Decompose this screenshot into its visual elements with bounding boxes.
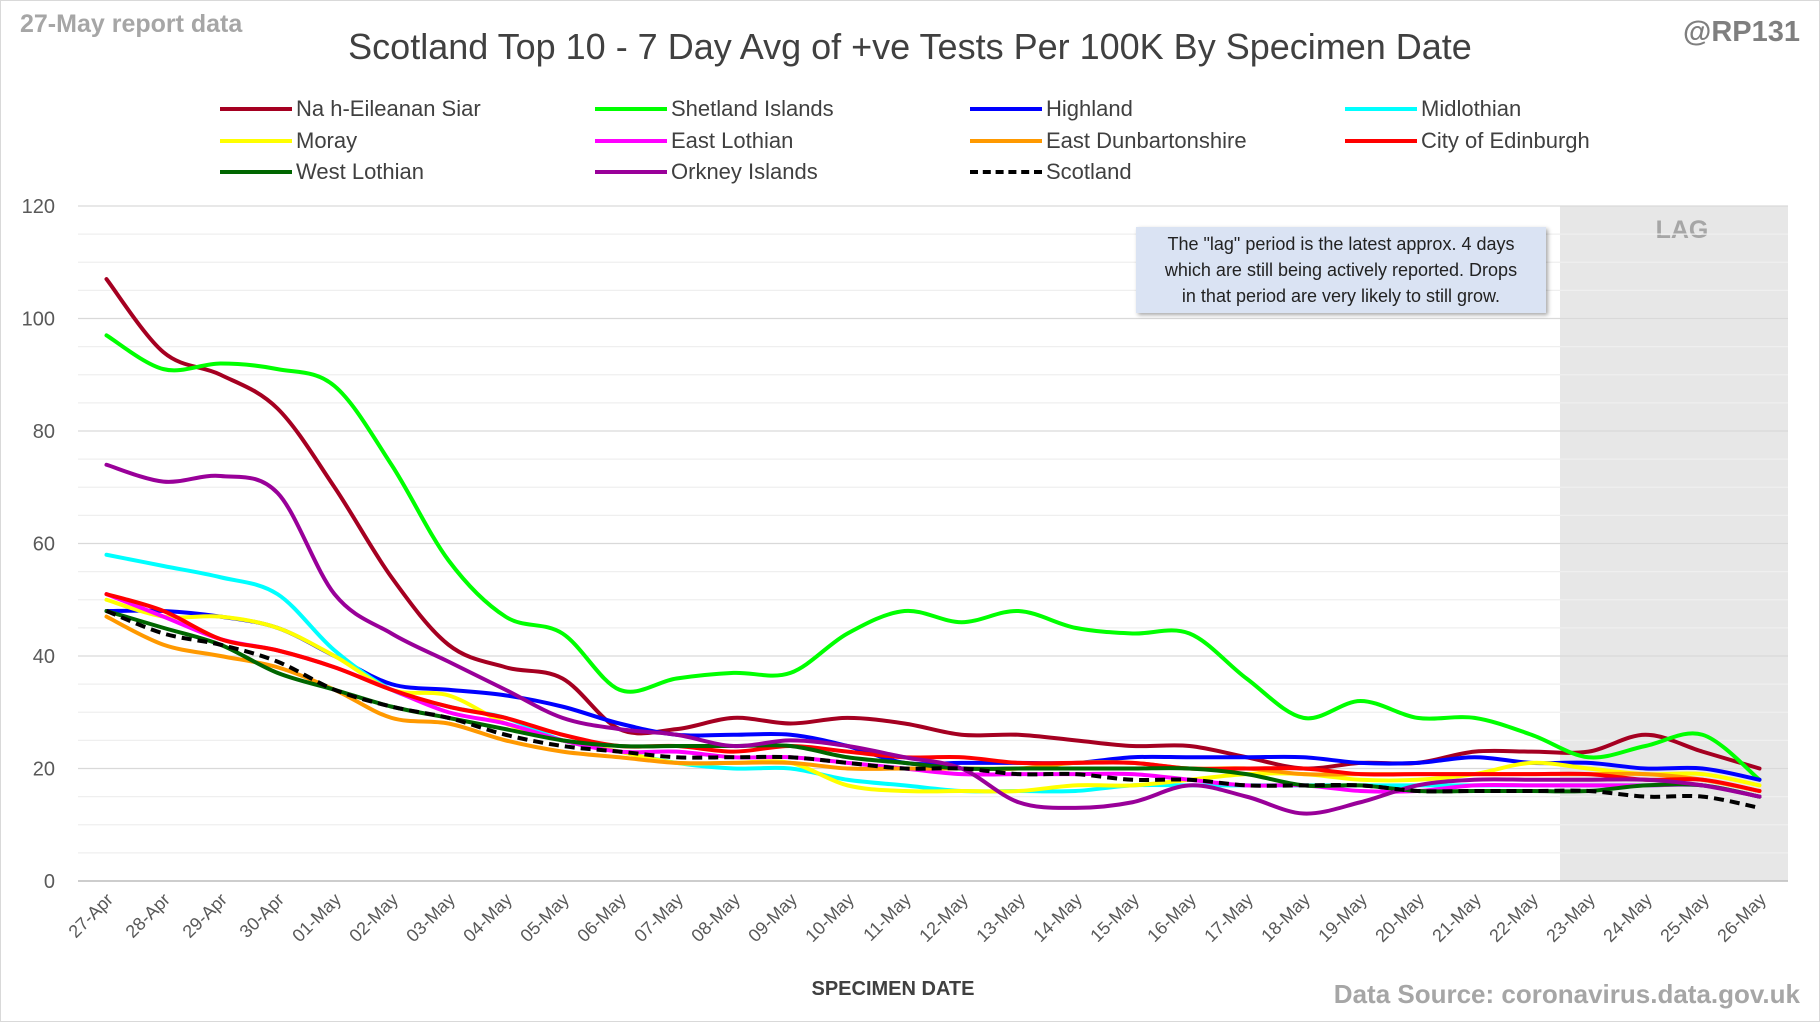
legend-label: East Dunbartonshire <box>1046 128 1247 153</box>
legend-label: Na h-Eileanan Siar <box>296 96 481 121</box>
legend-swatch <box>220 139 292 143</box>
y-tick-label: 100 <box>22 309 55 331</box>
x-tick-label: 28-Apr <box>122 889 174 941</box>
y-tick-label: 20 <box>33 759 55 781</box>
legend-swatch <box>220 107 292 111</box>
x-tick-label: 18-May <box>1257 889 1314 946</box>
legend-swatch <box>220 170 292 174</box>
series-line-na-h-eileanan-siar <box>104 277 1762 771</box>
legend-label: Orkney Islands <box>671 159 818 184</box>
legend-swatch <box>595 107 667 111</box>
legend-item-east-lothian: East Lothian <box>595 126 793 156</box>
legend-swatch <box>1345 107 1417 111</box>
legend-item-east-dunbartonshire: East Dunbartonshire <box>970 126 1247 156</box>
y-tick-label: 40 <box>33 646 55 668</box>
legend-swatch <box>595 139 667 143</box>
legend-item-midlothian: Midlothian <box>1345 94 1521 124</box>
legend-swatch <box>970 107 1042 111</box>
x-tick-label: 21-May <box>1428 889 1485 946</box>
x-tick-label: 17-May <box>1200 889 1257 946</box>
series-line-scotland <box>105 609 1760 810</box>
legend-label: Highland <box>1046 96 1133 121</box>
report-date-label: 27-May report data <box>20 10 243 38</box>
y-tick-label: 120 <box>22 196 55 218</box>
x-tick-label: 11-May <box>859 889 915 945</box>
lag-annotation: The "lag" period is the latest approx. 4… <box>1136 227 1546 313</box>
legend-label: Moray <box>296 128 358 153</box>
x-tick-label: 14-May <box>1029 889 1086 946</box>
x-tick-label: 03-May <box>402 889 459 946</box>
x-tick-label: 09-May <box>744 889 801 946</box>
legend-label: Shetland Islands <box>671 96 834 121</box>
x-tick-label: 06-May <box>573 889 630 946</box>
legend-swatch <box>1345 139 1417 143</box>
author-handle: @RP131 <box>1683 16 1800 48</box>
chart-title: Scotland Top 10 - 7 Day Avg of +ve Tests… <box>348 26 1472 67</box>
lag-annotation-line-3: in that period are very likely to still … <box>1181 286 1501 306</box>
x-tick-label: 13-May <box>972 889 1029 946</box>
x-tick-label: 22-May <box>1485 889 1542 946</box>
y-tick-label: 60 <box>33 534 55 556</box>
legend-label: Scotland <box>1046 159 1132 184</box>
x-tick-label: 26-May <box>1713 889 1770 946</box>
legend-item-highland: Highland <box>970 94 1133 124</box>
series-line-orkney-islands <box>104 462 1762 816</box>
x-tick-label: 20-May <box>1371 889 1428 946</box>
y-tick-label: 0 <box>44 871 55 893</box>
series-line-shetland-islands <box>104 333 1762 782</box>
legend-item-na-h-eileanan-siar: Na h-Eileanan Siar <box>220 94 481 124</box>
x-tick-label: 07-May <box>630 889 687 946</box>
x-tick-label: 16-May <box>1143 889 1200 946</box>
x-tick-label: 15-May <box>1086 889 1143 946</box>
x-tick-label: 08-May <box>687 889 744 946</box>
x-tick-label: 27-Apr <box>65 889 117 941</box>
series-line-city-of-edinburgh <box>104 592 1762 793</box>
x-tick-label: 19-May <box>1314 889 1371 946</box>
legend-label: Midlothian <box>1421 96 1522 121</box>
x-tick-label: 05-May <box>516 889 573 946</box>
legend-label: West Lothian <box>296 159 425 184</box>
x-tick-label: 24-May <box>1599 889 1656 946</box>
x-tick-label: 04-May <box>459 889 516 946</box>
x-tick-label: 30-Apr <box>236 889 288 941</box>
legend-item-moray: Moray <box>220 126 357 156</box>
x-tick-label: 23-May <box>1542 889 1599 946</box>
legend-item-city-of-edinburgh: City of Edinburgh <box>1345 126 1590 156</box>
y-tick-label: 80 <box>33 421 55 443</box>
lag-label: LAG <box>1656 216 1709 244</box>
legend-label: City of Edinburgh <box>1421 128 1590 153</box>
x-axis-title: SPECIMEN DATE <box>812 978 975 1000</box>
legend-item-orkney-islands: Orkney Islands <box>595 157 818 187</box>
legend-swatch <box>970 170 1042 174</box>
x-tick-label: 25-May <box>1656 889 1713 946</box>
legend-item-shetland-islands: Shetland Islands <box>595 94 834 124</box>
x-tick-label: 02-May <box>345 889 402 946</box>
lag-annotation-line-2: which are still being actively reported.… <box>1164 260 1518 280</box>
legend-item-west-lothian: West Lothian <box>220 157 424 187</box>
legend-item-scotland: Scotland <box>970 157 1132 187</box>
legend-label: East Lothian <box>671 128 794 153</box>
x-tick-label: 12-May <box>915 889 972 946</box>
legend-swatch <box>595 170 667 174</box>
x-tick-label: 10-May <box>801 889 858 946</box>
x-tick-label: 01-May <box>288 889 345 946</box>
data-source-label: Data Source: coronavirus.data.gov.uk <box>1333 979 1800 1009</box>
lag-annotation-line-1: The "lag" period is the latest approx. 4… <box>1167 234 1515 254</box>
legend-swatch <box>970 139 1042 143</box>
x-tick-label: 29-Apr <box>179 889 231 941</box>
